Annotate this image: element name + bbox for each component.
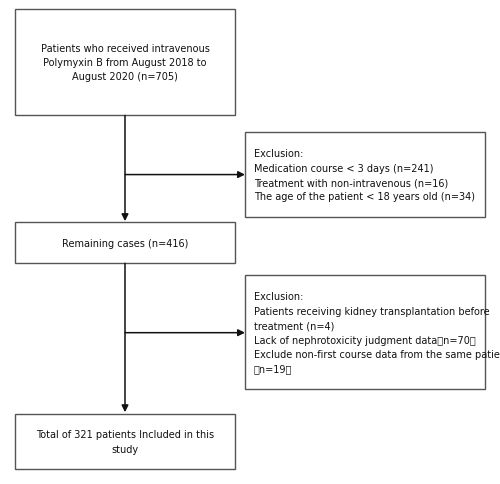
FancyBboxPatch shape: [15, 414, 235, 469]
Text: Remaining cases (n=416): Remaining cases (n=416): [62, 238, 188, 248]
Text: Exclusion:
Patients receiving kidney transplantation before
treatment (n=4)
Lack: Exclusion: Patients receiving kidney tra…: [254, 292, 500, 374]
FancyBboxPatch shape: [15, 10, 235, 116]
Text: Patients who received intravenous
Polymyxin B from August 2018 to
August 2020 (n: Patients who received intravenous Polymy…: [40, 44, 209, 82]
FancyBboxPatch shape: [15, 223, 235, 264]
FancyBboxPatch shape: [245, 133, 485, 218]
Text: Total of 321 patients Included in this
study: Total of 321 patients Included in this s…: [36, 429, 214, 454]
FancyBboxPatch shape: [245, 276, 485, 390]
Text: Exclusion:
Medication course < 3 days (n=241)
Treatment with non-intravenous (n=: Exclusion: Medication course < 3 days (n…: [254, 149, 475, 202]
